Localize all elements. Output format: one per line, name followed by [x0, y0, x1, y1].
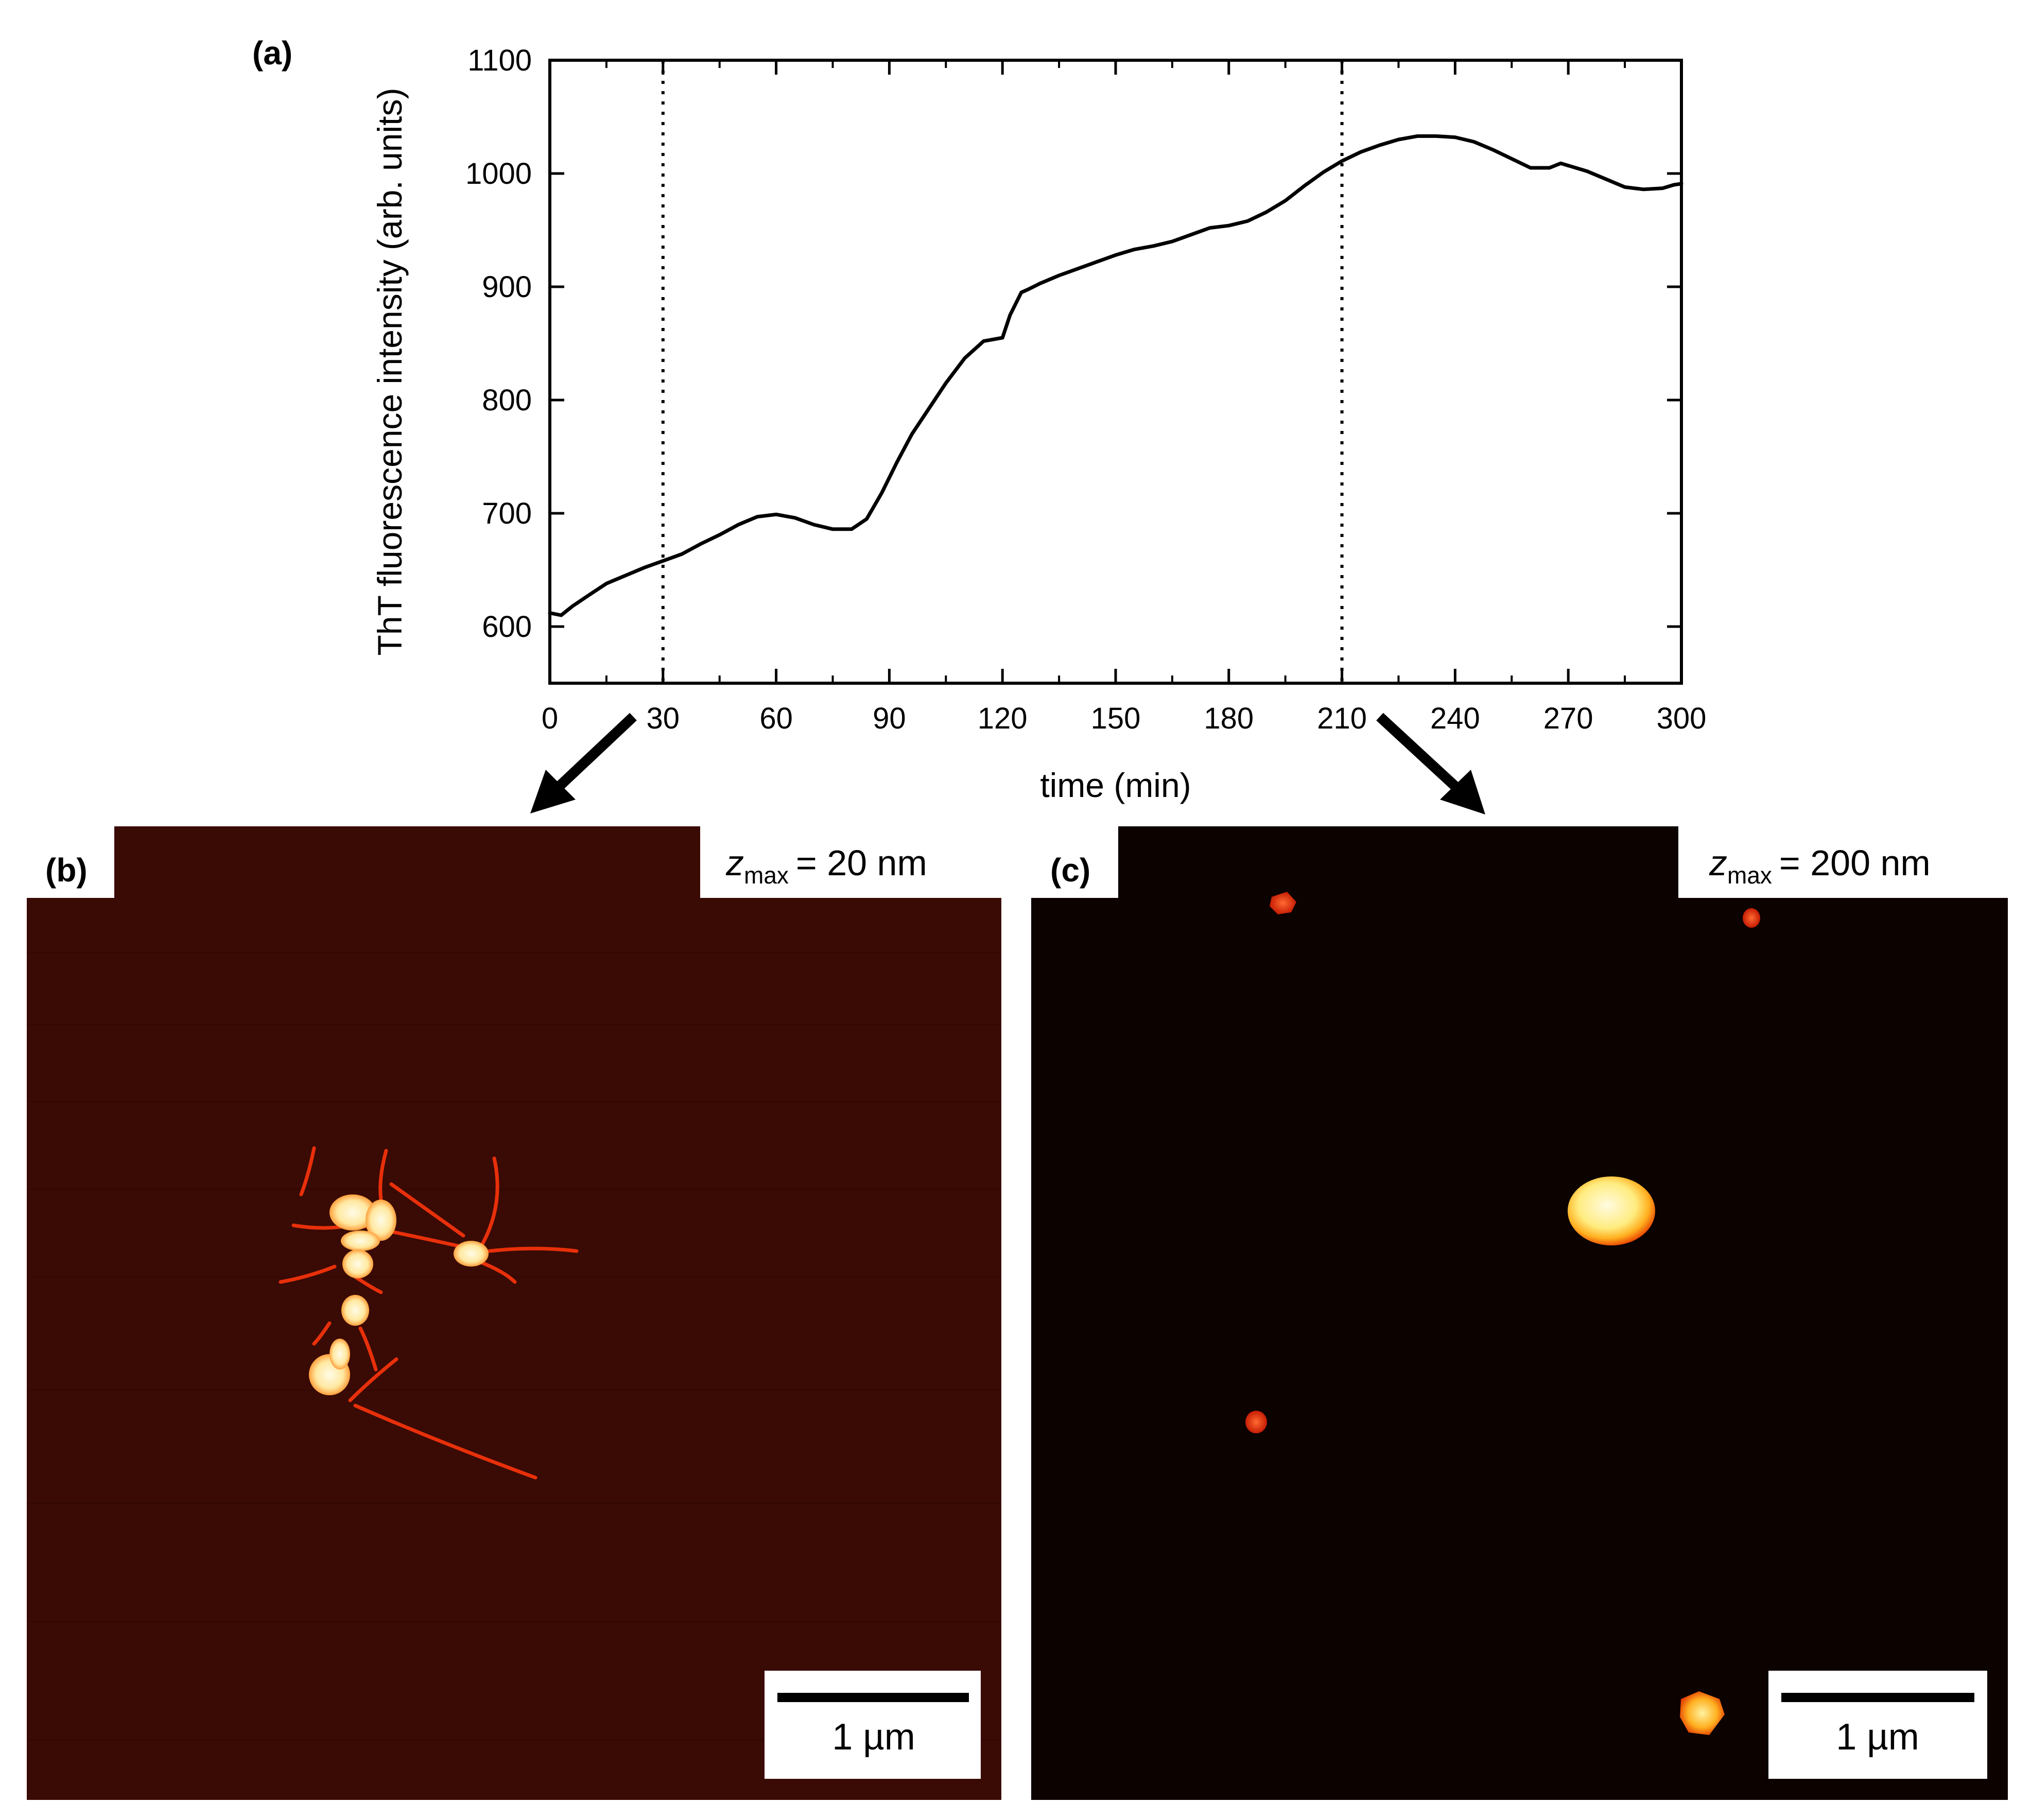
- plot-frame: [548, 59, 1683, 685]
- x-tick-label: 150: [1091, 702, 1141, 735]
- afm-image-b: 1 µm: [27, 826, 1001, 1800]
- scale-bar-c-label: 1 µm: [1836, 1717, 1919, 1758]
- panel-b-label: (b): [45, 852, 88, 889]
- panel-c: (c) 1 µm zmax = 200 nm: [1031, 826, 2008, 1800]
- x-tick-label: 0: [542, 702, 558, 735]
- x-tick-label: 300: [1657, 702, 1707, 735]
- particles: [1245, 892, 1760, 1735]
- panel-a: (a) 0 30 60 90 120 150 180 210 240 270 300 600 700 8…: [252, 34, 1706, 814]
- x-tick-label: 120: [978, 702, 1028, 735]
- plot-area: 0 30 60 90 120 150 180 210 240 270 300 600 700 800 90…: [465, 44, 1706, 735]
- afm-image-c: 1 µm: [1031, 826, 2008, 1800]
- y-tick-label: 900: [482, 270, 532, 304]
- panel-b: (b): [27, 826, 1001, 1800]
- panel-a-label: (a): [252, 34, 292, 72]
- panel-c-label: (c): [1050, 852, 1090, 889]
- time-markers: [661, 60, 1344, 683]
- x-tick-label: 240: [1430, 702, 1480, 735]
- y-tick-label: 800: [482, 384, 532, 417]
- x-axis-ticks: [548, 60, 1683, 683]
- x-tick-label: 180: [1204, 702, 1254, 735]
- y-axis-tick-labels: 600 700 800 900 1000 1100: [465, 44, 532, 644]
- scale-bar-b: 1 µm: [765, 1671, 981, 1779]
- x-tick-label: 30: [647, 702, 680, 735]
- aggregates: [309, 1194, 489, 1395]
- scale-bar-b-label: 1 µm: [832, 1717, 915, 1758]
- y-axis-ticks: [550, 59, 1681, 628]
- y-tick-label: 1100: [467, 44, 532, 77]
- series-line: [548, 134, 1683, 617]
- zmax-c: zmax = 200 nm: [1709, 843, 1931, 889]
- arrow-to-panel-b: [530, 713, 637, 813]
- arrow-to-panel-c: [1376, 713, 1485, 814]
- x-tick-label: 60: [759, 702, 793, 735]
- x-tick-label: 210: [1317, 702, 1367, 735]
- zmax-b: zmax = 20 nm: [725, 843, 927, 889]
- x-axis-label: time (min): [1040, 766, 1191, 804]
- x-tick-label: 270: [1543, 702, 1593, 735]
- y-tick-label: 700: [482, 497, 532, 530]
- scale-bar-c: 1 µm: [1768, 1671, 1987, 1779]
- x-tick-label: 90: [873, 702, 906, 735]
- y-tick-label: 600: [482, 610, 532, 644]
- fibrils: [279, 1146, 579, 1480]
- x-axis-tick-labels: 0 30 60 90 120 150 180 210 240 270 300: [542, 702, 1707, 735]
- y-tick-label: 1000: [465, 157, 532, 190]
- y-axis-label: ThT fluorescence intensity (arb. units): [371, 88, 409, 656]
